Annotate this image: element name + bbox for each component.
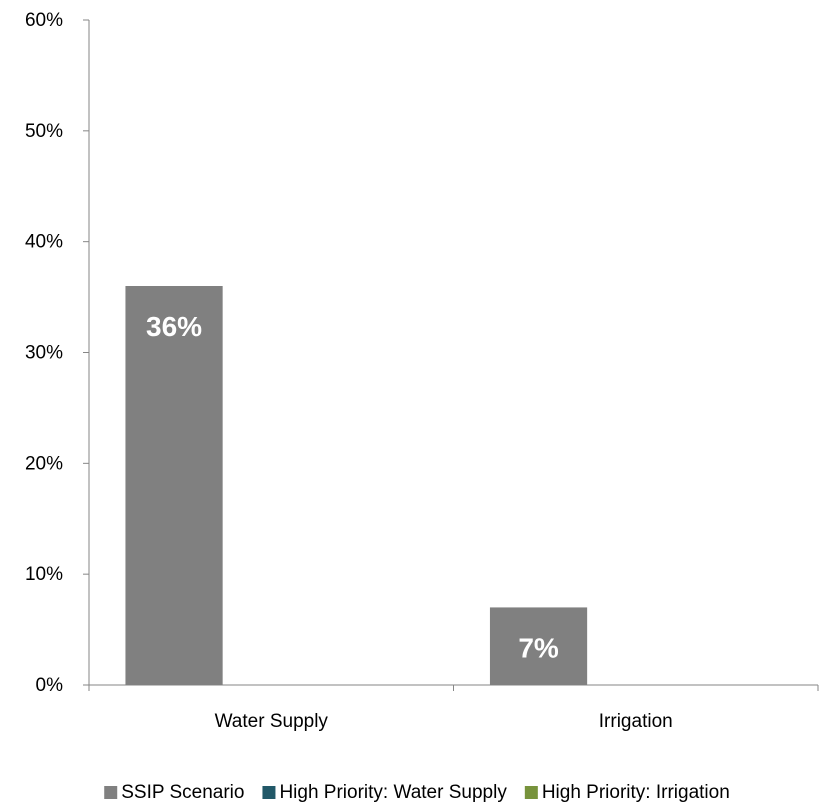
legend-label: High Priority: Water Supply — [279, 782, 507, 803]
chart-bars — [125, 286, 588, 685]
legend-item: High Priority: Water Supply — [262, 782, 507, 803]
legend-swatch — [524, 786, 538, 799]
legend-item: High Priority: Irrigation — [524, 782, 730, 803]
legend-label: SSIP Scenario — [121, 782, 244, 803]
y-tick-label: 40% — [25, 232, 63, 253]
bar-ssip-scenario-1 — [489, 607, 588, 685]
bar-ssip-scenario-0 — [125, 286, 223, 685]
y-tick-label: 30% — [25, 343, 63, 364]
y-tick-label: 0% — [36, 675, 64, 696]
legend-swatch — [104, 786, 118, 799]
x-category-label: Water Supply — [215, 711, 329, 732]
legend-swatch — [262, 786, 276, 799]
x-category-label: Irrigation — [599, 711, 673, 732]
chart-legend: SSIP Scenario High Priority: Water Supply… — [104, 782, 730, 803]
y-tick-label: 60% — [25, 10, 63, 31]
legend-item: SSIP Scenario — [104, 782, 244, 803]
chart-labels: 36% Water Supply 7% Irrigation — [146, 311, 673, 732]
data-label: 7% — [518, 632, 559, 663]
y-tick-label: 10% — [25, 564, 63, 585]
y-tick-label: 20% — [25, 453, 63, 474]
legend-label: High Priority: Irrigation — [542, 782, 730, 803]
data-label: 36% — [146, 311, 202, 342]
y-tick-label: 50% — [25, 121, 63, 142]
